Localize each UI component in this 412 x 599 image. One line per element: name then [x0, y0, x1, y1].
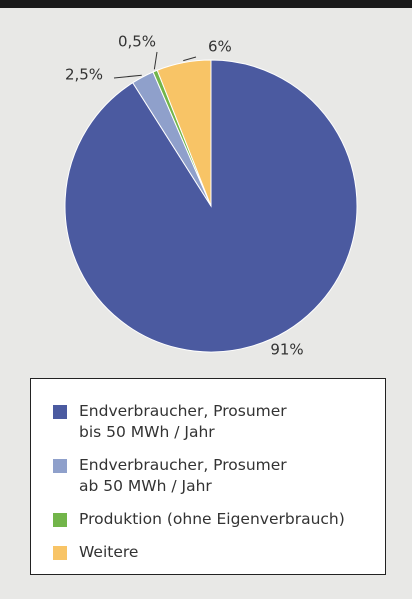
legend-swatch: [53, 513, 67, 527]
pie-slice: [156, 59, 212, 207]
legend-label: Endverbraucher, Prosumer ab 50 MWh / Jah…: [79, 456, 287, 495]
leader-line: [153, 51, 158, 70]
legend-swatch: [53, 405, 67, 419]
legend-swatch: [53, 459, 67, 473]
legend-item: Produktion (ohne Eigenverbrauch): [53, 509, 385, 530]
data-label: 91%: [270, 341, 303, 359]
legend-item: Weitere: [53, 542, 385, 563]
legend-label: Produktion (ohne Eigenverbrauch): [79, 510, 345, 528]
top-bar: [0, 0, 412, 8]
leader-line: [113, 74, 142, 79]
legend-label: Weitere: [79, 543, 139, 561]
data-label: 0,5%: [118, 33, 156, 51]
legend-item: Endverbraucher, Prosumer bis 50 MWh / Ja…: [53, 401, 385, 443]
legend-swatch: [53, 546, 67, 560]
data-label: 6%: [208, 38, 232, 56]
leader-line: [183, 56, 197, 62]
data-label: 2,5%: [65, 66, 103, 84]
legend-label: Endverbraucher, Prosumer bis 50 MWh / Ja…: [79, 402, 287, 441]
legend: Endverbraucher, Prosumer bis 50 MWh / Ja…: [30, 378, 386, 575]
chart: 91% 2,5% 0,5% 6%: [64, 33, 358, 359]
legend-item: Endverbraucher, Prosumer ab 50 MWh / Jah…: [53, 455, 385, 497]
